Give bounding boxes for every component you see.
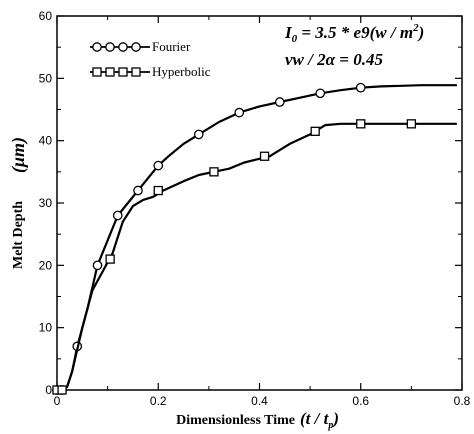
- data-point-hyperbolic: [406, 119, 417, 129]
- y-tick-label: 40: [39, 134, 53, 148]
- y-tick-label: 30: [39, 196, 53, 210]
- series: [52, 82, 457, 395]
- legend-entry-hyperbolic: Hyperbolic: [90, 64, 211, 79]
- y-tick-label: 60: [39, 9, 53, 23]
- data-point-hyperbolic: [310, 126, 320, 136]
- legend-marker-hyperbolic: [131, 67, 141, 77]
- data-point-fourier: [234, 107, 245, 118]
- legend-marker-hyperbolic: [118, 67, 128, 77]
- y-axis-unit: (μm): [8, 137, 29, 173]
- legend-marker-fourier: [131, 42, 141, 52]
- legend-marker-hyperbolic: [92, 67, 102, 77]
- y-axis-title-group: Melt Depth (μm): [8, 137, 29, 269]
- legend-marker-fourier: [92, 42, 102, 52]
- x-axis-title: Dimensionless Time: [176, 413, 295, 428]
- data-point-hyperbolic: [259, 151, 270, 161]
- data-point-fourier: [153, 160, 164, 171]
- x-tick-label: 0.6: [352, 394, 369, 408]
- y-axis-title: Melt Depth: [11, 201, 26, 269]
- legend-marker-fourier: [118, 42, 128, 52]
- data-point-fourier: [193, 129, 204, 140]
- data-point-fourier: [315, 88, 326, 99]
- ticks: 0 0.2 0.4 0.6 0.8 0 10 20 30 40 50 60: [39, 9, 471, 408]
- data-point-fourier: [355, 82, 366, 93]
- data-point-hyperbolic: [57, 385, 67, 395]
- data-point-hyperbolic: [356, 119, 366, 129]
- data-point-hyperbolic: [153, 185, 163, 196]
- y-tick-label: 10: [39, 321, 53, 335]
- legend-marker-hyperbolic: [105, 67, 115, 77]
- data-point-fourier: [133, 185, 143, 196]
- series-line-hyperbolic: [57, 122, 457, 392]
- x-tick-label: 0.8: [454, 394, 471, 408]
- annotation-intensity: I0 = 3.5 * e9(w / m2): [284, 22, 424, 45]
- annotation-velocity-ratio: vw / 2α = 0.45: [285, 50, 383, 69]
- legend-label-fourier: Fourier: [152, 39, 191, 54]
- y-tick-label: 0: [45, 383, 52, 397]
- legend: Fourier Hyperbolic: [90, 39, 211, 79]
- data-point-fourier: [112, 210, 123, 221]
- y-tick-label: 50: [39, 71, 53, 85]
- data-point-fourier: [92, 260, 103, 271]
- legend-label-hyperbolic: Hyperbolic: [152, 64, 211, 79]
- y-tick-label: 20: [39, 258, 53, 272]
- x-axis-math: (t / tp): [300, 409, 339, 431]
- legend-entry-fourier: Fourier: [90, 39, 191, 54]
- data-point-hyperbolic: [209, 167, 219, 177]
- x-tick-label: 0.4: [251, 394, 268, 408]
- series-fourier: [52, 82, 457, 395]
- series-hyperbolic: [52, 119, 457, 395]
- data-point-fourier: [274, 97, 285, 107]
- legend-marker-fourier: [105, 42, 115, 52]
- x-tick-label: 0: [54, 394, 61, 408]
- x-tick-label: 0.2: [150, 394, 167, 408]
- data-point-hyperbolic: [105, 254, 115, 264]
